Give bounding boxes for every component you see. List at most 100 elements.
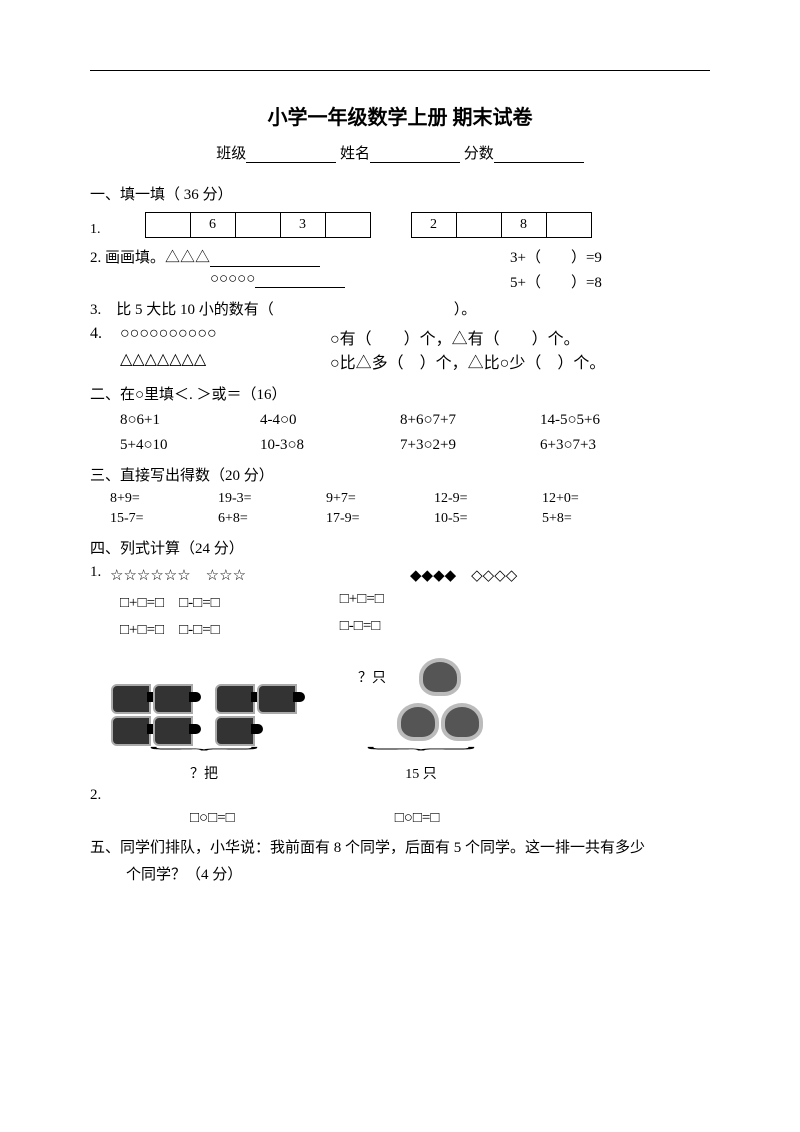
expr: 12+0= [542, 491, 622, 507]
score-label: 分数 [464, 146, 494, 162]
s4-q1: 1. ☆☆☆☆☆☆ ☆☆☆ ◆◆◆◆ ◇◇◇◇ [90, 564, 710, 585]
cell[interactable] [145, 213, 190, 238]
q1-table-b: 2 8 [411, 212, 592, 238]
brace-icon: ︸ [169, 752, 673, 758]
fish-icon [397, 703, 439, 741]
diamonds: ◆◆◆◆ ◇◇◇◇ [410, 564, 710, 585]
score-blank[interactable] [494, 148, 584, 163]
brush-icon [153, 716, 193, 746]
class-blank[interactable] [246, 148, 336, 163]
q2-blank1[interactable] [210, 252, 320, 267]
eq: □○□=□ [395, 810, 440, 827]
expr: 6+8= [218, 511, 298, 527]
q4-label: 4. [90, 325, 120, 349]
s5-line2: 个同学？（4 分） [126, 862, 710, 889]
q4-line2: △△△△△△△ ○比△多（ ）个，△比○少（ ）个。 [90, 349, 710, 373]
expr: 5+8= [542, 511, 622, 527]
expr: 15-7= [110, 511, 190, 527]
section-5: 五、同学们排队，小华说：我前面有 8 个同学，后面有 5 个同学。这一排一共有多… [90, 835, 710, 889]
section-1-heading: 一、填一填（ 36 分） [90, 183, 710, 204]
expr: 7+3○2+9 [400, 437, 500, 454]
fish-icon [419, 658, 461, 696]
fish-caption: 15 只 [358, 763, 484, 783]
expr: 17-9= [326, 511, 406, 527]
q4-line1: 4. ○○○○○○○○○○ ○有（ ）个，△有（ ）个。 [90, 325, 710, 349]
section-4-heading: 四、列式计算（24 分） [90, 537, 710, 558]
cell: 8 [501, 213, 546, 238]
section-2-heading: 二、在○里填＜. ＞或＝（16） [90, 383, 710, 404]
name-label: 姓名 [340, 146, 370, 162]
s4-q2-label: 2. [90, 787, 710, 804]
brush-icon [215, 716, 255, 746]
s5-line1: 五、同学们排队，小华说：我前面有 8 个同学，后面有 5 个同学。这一排一共有多… [90, 835, 710, 862]
expr: 10-5= [434, 511, 514, 527]
cell[interactable] [235, 213, 280, 238]
expr: 14-5○5+6 [540, 412, 640, 429]
cell: 6 [190, 213, 235, 238]
q2-blank2[interactable] [255, 273, 345, 288]
brush-icon [111, 684, 151, 714]
top-rule [90, 70, 710, 71]
exam-page: 小学一年级数学上册 期末试卷 班级 姓名 分数 一、填一填（ 36 分） 1. … [0, 0, 800, 929]
q2-eq1: 3+（ ）=9 [510, 246, 710, 267]
q2-label: 2. 画画填。△△△ [90, 250, 210, 266]
eq: □+□=□ □-□=□ [120, 618, 220, 639]
expr: 6+3○7+3 [540, 437, 640, 454]
cell[interactable] [546, 213, 591, 238]
brush-group: ︸ ？把 [110, 683, 298, 783]
expr: 10-3○8 [260, 437, 360, 454]
fish-group: ？只 ︸ 15 只 [358, 657, 484, 783]
eq: □+□=□ [340, 591, 384, 612]
class-label: 班级 [216, 146, 246, 162]
expr: 12-9= [434, 491, 514, 507]
brush-icon [153, 684, 193, 714]
q4-text2: ○比△多（ ）个，△比○少（ ）个。 [330, 349, 605, 373]
s4-q2-eqs: □○□=□ □○□=□ [190, 810, 710, 827]
eq: □○□=□ [190, 810, 235, 827]
section-3-heading: 三、直接写出得数（20 分） [90, 464, 710, 485]
q4-triangles: △△△△△△△ [120, 349, 330, 373]
brush-icon [111, 716, 151, 746]
eq: □-□=□ [340, 618, 381, 639]
brush-icon [257, 684, 297, 714]
q2-circles: ○○○○○ [210, 271, 255, 287]
brush-caption: ？把 [190, 763, 218, 783]
cell: 3 [280, 213, 325, 238]
page-title: 小学一年级数学上册 期末试卷 [90, 101, 710, 130]
q2-line1: 2. 画画填。△△△ 3+（ ）=9 [90, 246, 710, 267]
expr: 8+6○7+7 [400, 412, 500, 429]
name-blank[interactable] [370, 148, 460, 163]
q2-eq2: 5+（ ）=8 [510, 271, 710, 292]
q2-line2: ○○○○○ 5+（ ）=8 [90, 271, 710, 292]
fish-icon [441, 703, 483, 741]
s4-eqline1: □+□=□ □-□=□ □+□=□ [120, 591, 710, 612]
q1-table-a: 6 3 [145, 212, 371, 238]
cell: 2 [411, 213, 456, 238]
diamonds-col: ◆◆◆◆ ◇◇◇◇ [410, 564, 710, 585]
s3-row1: 8+9= 19-3= 9+7= 12-9= 12+0= [110, 491, 710, 507]
expr: 19-3= [218, 491, 298, 507]
s2-row1: 8○6+1 4-4○0 8+6○7+7 14-5○5+6 [120, 412, 710, 429]
q4-text1: ○有（ ）个，△有（ ）个。 [330, 325, 580, 349]
s2-row2: 5+4○10 10-3○8 7+3○2+9 6+3○7+3 [120, 437, 710, 454]
s4-q1-label: 1. [90, 564, 110, 585]
stars-col: ☆☆☆☆☆☆ ☆☆☆ [110, 564, 410, 585]
expr: 5+4○10 [120, 437, 220, 454]
expr: 8○6+1 [120, 412, 220, 429]
eq: □+□=□ □-□=□ [120, 591, 220, 612]
stars: ☆☆☆☆☆☆ ☆☆☆ [110, 564, 410, 585]
student-info-line: 班级 姓名 分数 [90, 142, 710, 163]
s3-row2: 15-7= 6+8= 17-9= 10-5= 5+8= [110, 511, 710, 527]
cell[interactable] [325, 213, 370, 238]
s4-eqline2: □+□=□ □-□=□ □-□=□ [120, 618, 710, 639]
brush-icon [215, 684, 255, 714]
q3: 3. 比 5 大比 10 小的数有（ ）。 [90, 298, 710, 319]
q1-label: 1. [90, 222, 101, 238]
expr: 8+9= [110, 491, 190, 507]
expr: 9+7= [326, 491, 406, 507]
expr: 4-4○0 [260, 412, 360, 429]
cell[interactable] [456, 213, 501, 238]
q1-row: 1. 6 3 2 8 [90, 212, 710, 238]
s4-q2-pics: ︸ ？把 ？只 ︸ 15 只 [110, 657, 710, 783]
q4-circles: ○○○○○○○○○○ [120, 325, 330, 349]
